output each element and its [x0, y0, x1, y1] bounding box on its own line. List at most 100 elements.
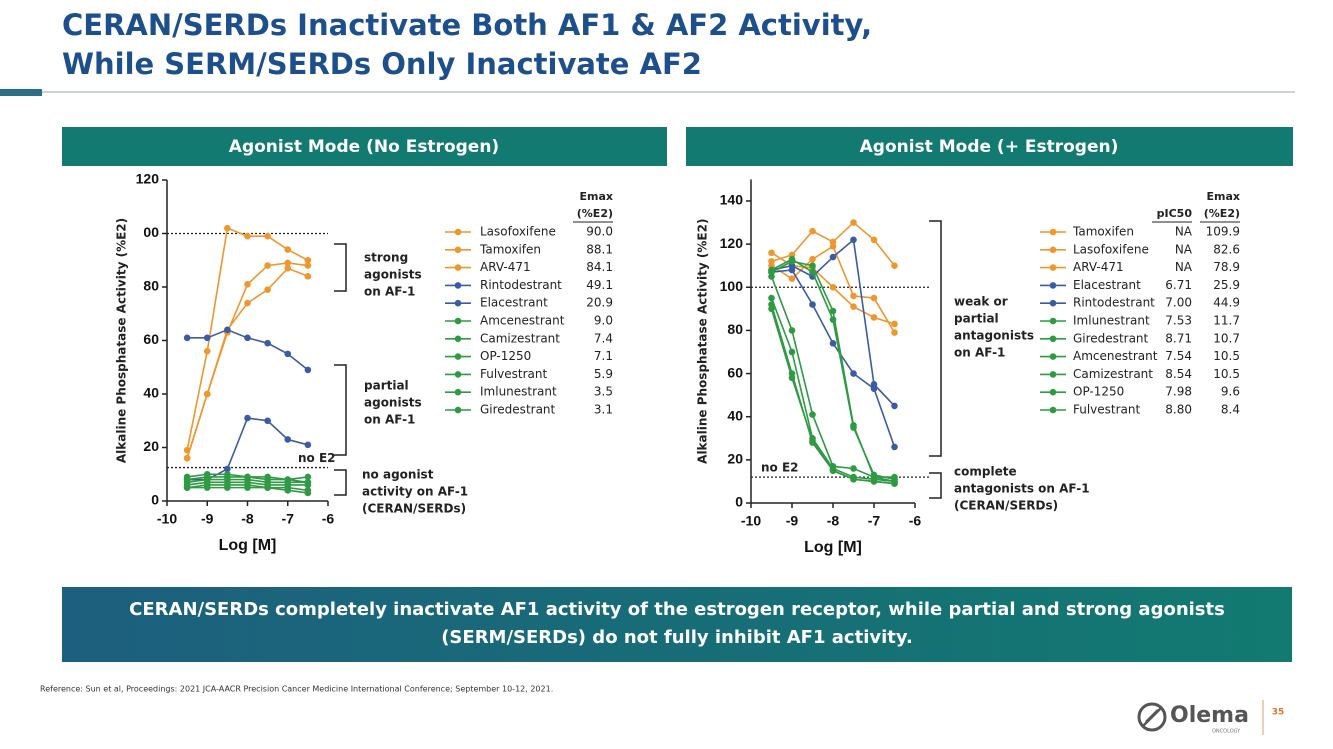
annotation: antagonists on AF-1 — [954, 482, 1090, 496]
legend-marker — [1049, 299, 1057, 307]
brackets — [334, 220, 942, 499]
data-point — [891, 329, 898, 336]
legend-label: Elacestrant — [1073, 278, 1141, 292]
legend-marker — [1049, 406, 1057, 414]
legend-label: Camizestrant — [480, 331, 560, 345]
legend-marker — [1049, 335, 1057, 343]
annotation: activity on AF-1 — [362, 485, 468, 499]
data-point — [304, 273, 312, 280]
column-cell: 10.5 — [1213, 367, 1240, 381]
legend-marker — [454, 228, 462, 236]
data-point — [870, 294, 878, 302]
x-tick-label: -7 — [868, 513, 881, 529]
legend-marker — [1049, 317, 1057, 325]
x-axis-label: Log [M] — [219, 537, 277, 554]
legend-label: Imlunestrant — [1073, 314, 1150, 328]
column-cell: 7.00 — [1165, 296, 1192, 310]
legend-marker — [1049, 353, 1057, 360]
title-accent — [0, 89, 42, 96]
column-cell: 3.5 — [594, 385, 613, 399]
data-point — [203, 484, 211, 491]
data-point — [768, 294, 775, 302]
column-cell: 84.1 — [586, 260, 613, 274]
data-point — [264, 417, 271, 425]
data-point — [244, 281, 251, 288]
annotation: weak or — [954, 295, 1008, 309]
data-point — [284, 436, 292, 443]
column-cell: 90.0 — [586, 225, 613, 239]
bracket — [334, 469, 347, 496]
column-header: Emax — [580, 190, 614, 203]
y-tick-label: 80 — [727, 321, 743, 337]
legend-label: Camizestrant — [1073, 367, 1153, 381]
logo-mark — [1137, 702, 1167, 732]
data-point — [850, 292, 857, 300]
data-point — [788, 374, 796, 382]
data-point — [304, 262, 312, 269]
data-point — [809, 437, 816, 444]
column-cell: 10.5 — [1213, 349, 1240, 363]
data-point — [788, 327, 796, 334]
column-cell: 6.71 — [1165, 278, 1192, 292]
x-tick-label: -6 — [322, 511, 335, 527]
data-point — [183, 484, 191, 491]
y-tick-label: 60 — [143, 331, 159, 347]
bracket — [334, 364, 347, 456]
legend-label: Amcenestrant — [480, 314, 565, 328]
legend-marker — [454, 388, 462, 396]
column-cell: 8.4 — [1221, 403, 1240, 417]
data-point — [768, 305, 775, 313]
data-point — [788, 266, 796, 274]
data-point — [224, 484, 231, 491]
page-number: 35 — [1272, 708, 1285, 718]
legend-label: ARV-471 — [1073, 260, 1124, 274]
logo-sub: ONCOLOGY — [1212, 729, 1241, 735]
annotation: on AF-1 — [364, 285, 415, 299]
column-cell: 78.9 — [1213, 260, 1240, 274]
x-tick-label: -7 — [282, 511, 295, 527]
data-point — [203, 347, 211, 355]
annotation: on AF-1 — [364, 413, 415, 427]
x-tick-label: -10 — [157, 511, 177, 527]
panel-title: Agonist Mode (No Estrogen) — [229, 137, 499, 157]
column-cell: 9.0 — [594, 314, 613, 328]
legend-marker — [454, 317, 462, 325]
legend-marker — [454, 335, 462, 343]
data-point — [304, 441, 312, 449]
y-tick-label: 20 — [143, 438, 159, 454]
data-point — [304, 256, 312, 264]
annotation: (CERAN/SERDs) — [362, 502, 466, 516]
logo-mark — [1141, 706, 1163, 728]
column-cell: 8.80 — [1165, 403, 1192, 417]
data-point — [809, 255, 816, 263]
column-cell: 25.9 — [1213, 278, 1240, 292]
column-cell: 3.1 — [594, 403, 613, 417]
data-point — [788, 275, 796, 282]
annotation: complete — [954, 465, 1017, 479]
data-point — [891, 480, 898, 487]
reference-label: no E2 — [761, 461, 799, 475]
legend-marker — [454, 406, 462, 414]
legend-label: Elacestrant — [480, 296, 548, 310]
data-point — [891, 443, 898, 451]
data-point — [768, 273, 775, 280]
column-cell: 44.9 — [1213, 296, 1240, 310]
legend-marker — [1049, 228, 1057, 236]
data-point — [304, 473, 312, 481]
column-cell: NA — [1175, 242, 1193, 256]
slide-title: While SERM/SERDs Only Inactivate AF2 — [62, 47, 702, 81]
column-cell: 88.1 — [586, 242, 613, 256]
data-point — [829, 283, 837, 291]
bracket — [334, 243, 347, 292]
legend-marker — [1049, 388, 1057, 396]
legend-label: Imlunestrant — [480, 385, 557, 399]
column-cell: 49.1 — [586, 278, 613, 292]
legend-marker — [454, 353, 462, 360]
annotation: partial — [364, 379, 409, 393]
data-point — [264, 262, 271, 269]
legend-label: Rintodestrant — [1073, 296, 1155, 310]
data-point — [870, 478, 878, 485]
y-tick-label: 120 — [720, 235, 744, 251]
column-cell: 7.54 — [1165, 349, 1192, 363]
data-point — [829, 467, 837, 474]
